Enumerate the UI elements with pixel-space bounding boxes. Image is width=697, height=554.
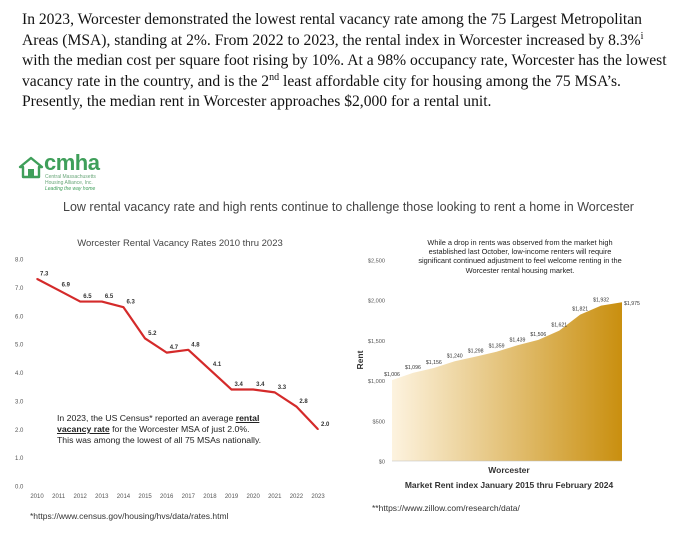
vacancy-x-tick: 2010 <box>30 494 44 500</box>
section-headline: Low rental vacancy rate and high rents c… <box>63 200 634 214</box>
rent-data-label: $1,439 <box>510 337 526 343</box>
logo-tagline: Leading the way home <box>45 186 96 192</box>
vacancy-data-label: 2.0 <box>321 422 330 428</box>
vacancy-data-label: 7.3 <box>40 271 49 277</box>
vacancy-point <box>57 289 60 292</box>
vacancy-data-label: 3.4 <box>256 382 265 388</box>
rent-y-axis-label: Rent <box>355 350 365 369</box>
vacancy-x-tick: 2013 <box>95 494 109 500</box>
vacancy-point <box>79 300 82 303</box>
rent-y-tick: $1,500 <box>368 339 385 345</box>
vacancy-data-label: 4.7 <box>170 345 179 351</box>
vacancy-point <box>187 349 190 351</box>
rent-data-label: $1,240 <box>447 353 463 359</box>
rent-x-axis-label: Worcester <box>488 465 530 475</box>
rent-annotation: While a drop in rents was observed from … <box>418 238 622 275</box>
vacancy-point <box>101 300 103 303</box>
vacancy-y-tick: 5.0 <box>15 343 24 349</box>
vacancy-x-tick: 2011 <box>52 494 66 500</box>
rent-data-label: $1,506 <box>530 332 546 338</box>
rent-area <box>392 302 622 461</box>
vacancy-y-tick: 3.0 <box>15 399 24 405</box>
rent-data-label: $1,298 <box>468 349 484 355</box>
rent-y-tick: $1,000 <box>368 379 385 385</box>
vacancy-point <box>209 368 211 371</box>
vacancy-x-tick: 2020 <box>246 494 260 500</box>
census-footnote: *https://www.census.gov/housing/hvs/data… <box>30 511 229 521</box>
vacancy-data-label: 4.8 <box>191 342 200 348</box>
rent-data-label: $1,156 <box>426 360 442 366</box>
intro-text-3: least affordable city for housing among … <box>22 72 621 111</box>
vacancy-data-label: 4.1 <box>213 362 222 368</box>
intro-footnote-mark: i <box>640 30 644 42</box>
rent-data-label: $1,932 <box>593 298 609 304</box>
vacancy-y-tick: 0.0 <box>15 485 24 491</box>
vacancy-point <box>144 337 146 340</box>
vacancy-point <box>273 391 276 394</box>
vacancy-annotation: In 2023, the US Census* reported an aver… <box>57 413 262 445</box>
vacancy-data-label: 6.9 <box>62 283 71 289</box>
vacancy-chart-title: Worcester Rental Vacancy Rates 2010 thru… <box>77 238 283 249</box>
intro-text-1: In 2023, Worcester demonstrated the lowe… <box>22 11 642 49</box>
vacancy-y-tick: 4.0 <box>15 371 24 377</box>
vacancy-x-tick: 2014 <box>117 494 131 500</box>
vacancy-y-tick: 8.0 <box>15 258 24 264</box>
vacancy-data-label: 2.8 <box>299 399 308 405</box>
vacancy-data-label: 6.3 <box>126 300 135 306</box>
rent-chart-title: Market Rent index January 2015 thru Febr… <box>405 480 614 490</box>
vacancy-y-tick: 2.0 <box>15 428 24 434</box>
vacancy-point <box>317 428 319 431</box>
intro-paragraph: In 2023, Worcester demonstrated the lowe… <box>22 10 672 113</box>
rent-y-tick: $500 <box>373 419 385 425</box>
cmha-logo: cmha Central Massachusetts Housing Allia… <box>18 150 138 192</box>
rent-data-label: $1,096 <box>405 365 421 371</box>
vacancy-point <box>252 388 254 391</box>
house-icon <box>18 156 44 179</box>
rent-data-label: $1,621 <box>551 323 567 329</box>
vacancy-x-tick: 2015 <box>138 494 152 500</box>
market-rent-chart: Rent Worcester Market Rent index January… <box>355 259 640 491</box>
vacancy-rate-chart: Worcester Rental Vacancy Rates 2010 thru… <box>15 238 330 500</box>
logo-wordmark: cmha <box>44 150 100 175</box>
vacancy-data-label: 3.4 <box>235 382 244 388</box>
vacancy-data-label: 6.5 <box>83 294 92 300</box>
rent-data-label: $1,975 <box>624 301 640 307</box>
vacancy-point <box>122 306 125 309</box>
vacancy-x-tick: 2012 <box>74 494 88 500</box>
vacancy-point <box>230 388 233 391</box>
vacancy-y-tick: 7.0 <box>15 286 24 292</box>
zillow-footnote: **https://www.zillow.com/research/data/ <box>372 503 520 513</box>
vacancy-x-tick: 2019 <box>225 494 239 500</box>
vacancy-x-tick: 2016 <box>160 494 174 500</box>
vacancy-x-tick: 2021 <box>268 494 282 500</box>
vacancy-series-line <box>36 277 319 431</box>
vacancy-data-label: 3.3 <box>278 385 287 391</box>
vacancy-point <box>165 351 168 354</box>
intro-superscript: nd <box>269 71 280 83</box>
rent-data-label: $1,359 <box>489 344 505 350</box>
rent-y-tick: $2,000 <box>368 299 385 305</box>
rent-data-label: $1,006 <box>384 372 400 378</box>
vacancy-x-tick: 2022 <box>290 494 304 500</box>
vacancy-data-label: 6.5 <box>105 294 114 300</box>
vacancy-x-tick: 2017 <box>182 494 196 500</box>
vacancy-y-tick: 1.0 <box>15 456 24 462</box>
vacancy-y-tick: 6.0 <box>15 314 24 320</box>
vacancy-point <box>36 278 38 280</box>
rent-y-tick: $2,500 <box>368 259 385 265</box>
vacancy-x-tick: 2023 <box>311 494 325 500</box>
rent-data-label: $1,821 <box>572 307 588 313</box>
rental-vacancy-rate-term: rental vacancy rate <box>57 413 260 434</box>
vacancy-point <box>295 405 298 408</box>
vacancy-x-tick: 2018 <box>203 494 217 500</box>
logo-subtitle: Central Massachusetts Housing Alliance, … <box>45 174 96 186</box>
vacancy-data-label: 5.2 <box>148 331 157 337</box>
rent-y-tick: $0 <box>379 460 385 466</box>
intro-text-2: with the median cost per square foot ris… <box>22 52 667 90</box>
